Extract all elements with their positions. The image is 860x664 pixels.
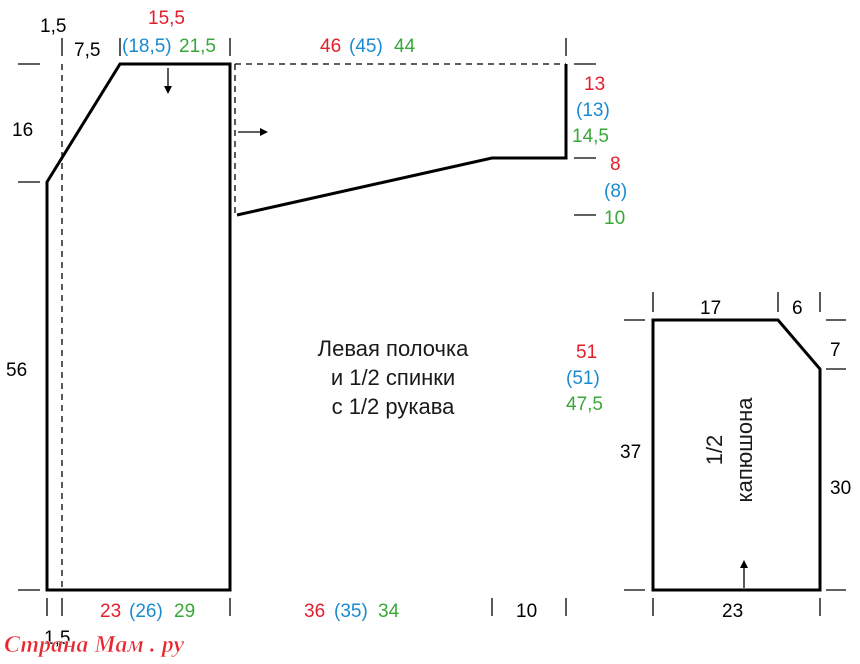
dim-total-height-green: 47,5 <box>566 394 603 415</box>
dim-bottom-width-red: 23 <box>100 601 121 622</box>
dim-shoulder-red: 15,5 <box>148 8 185 29</box>
hood-dim-left-height: 37 <box>620 442 641 463</box>
dim-sleeve-len-green: 44 <box>394 36 416 57</box>
dim-left-margin-top: 1,5 <box>40 16 66 37</box>
dim-total-height-red: 51 <box>576 342 597 363</box>
hood-title-line-2: капюшона <box>732 397 757 503</box>
dim-bottom-width-blue: (26) <box>129 601 163 622</box>
dim-neck-width: 7,5 <box>74 40 100 61</box>
hood-dim-corner-drop: 7 <box>830 340 841 361</box>
arrow-head <box>260 128 268 136</box>
hood-dim-top-width: 17 <box>700 298 721 319</box>
dim-shoulder-blue: (18,5) <box>122 36 172 57</box>
piece-title-line-1: Левая полочка <box>318 336 469 361</box>
dim-side-height: 56 <box>6 360 27 381</box>
dim-sleeve-drop-green: 10 <box>604 208 625 229</box>
dim-bottom-sleeve-green: 34 <box>378 601 400 622</box>
dim-sleeve-len-blue: (45) <box>349 36 383 57</box>
sleeve-outline <box>236 64 568 217</box>
arrow-head <box>164 86 172 94</box>
hood-dim-bottom-width: 23 <box>722 601 743 622</box>
piece-title-line-3: с 1/2 рукава <box>332 394 456 419</box>
site-watermark: Страна Мам . ру <box>4 632 184 658</box>
hood-dim-right-height: 30 <box>830 478 851 499</box>
dim-bottom-width-green: 29 <box>174 601 195 622</box>
arrow-head <box>740 560 748 568</box>
hood-outline <box>651 318 822 592</box>
dim-cuff-blue: (13) <box>576 100 610 121</box>
dim-cuff-green: 14,5 <box>572 126 609 147</box>
dim-sleeve-len-red: 46 <box>320 36 341 57</box>
hood-dim-top-corner: 6 <box>792 298 803 319</box>
main-piece: 1,5 7,5 16 56 10 15,5 (18,5) 21,5 46 (45… <box>6 8 627 649</box>
dim-cuff-red: 13 <box>584 74 605 95</box>
dim-bottom-sleeve-red: 36 <box>304 601 325 622</box>
hood-title: 1/2 капюшона <box>702 397 757 503</box>
dim-total-height-blue: (51) <box>566 368 600 389</box>
dim-shoulder-green: 21,5 <box>179 36 216 57</box>
hood-piece: 17 6 7 37 30 23 1/2 капюшона <box>620 292 851 622</box>
hood-title-line-1: 1/2 <box>702 435 727 466</box>
dim-bottom-right: 10 <box>516 601 537 622</box>
piece-title-line-2: и 1/2 спинки <box>331 365 455 390</box>
dim-sleeve-drop-red: 8 <box>610 154 621 175</box>
dim-neck-depth: 16 <box>12 120 33 141</box>
dim-bottom-sleeve-blue: (35) <box>334 601 368 622</box>
dim-left-margin-bottom: 1,5 <box>44 628 70 649</box>
body-outline <box>45 62 232 592</box>
dim-sleeve-drop-blue: (8) <box>604 181 627 202</box>
